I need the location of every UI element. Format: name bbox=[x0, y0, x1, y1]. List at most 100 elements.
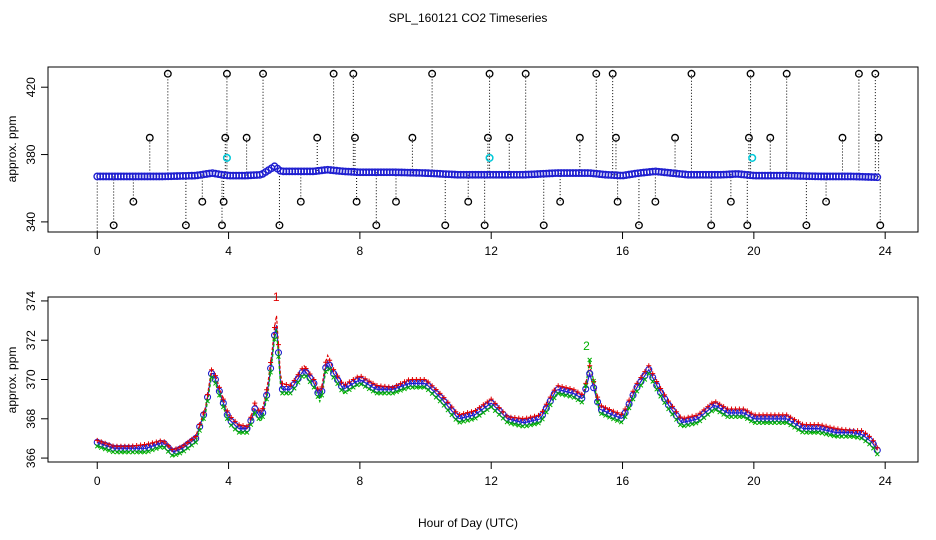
series-marker-x bbox=[354, 382, 360, 388]
series-marker-x bbox=[134, 449, 139, 455]
excursion-point bbox=[163, 69, 172, 78]
series-marker-plus bbox=[370, 380, 376, 386]
excursion-point bbox=[480, 221, 489, 230]
series-marker-x bbox=[110, 449, 116, 455]
series-marker-x bbox=[291, 385, 297, 391]
series-marker-plus bbox=[650, 371, 656, 377]
series-marker-plus bbox=[476, 405, 482, 411]
series-marker-plus bbox=[587, 363, 593, 369]
series-marker-x bbox=[465, 418, 470, 423]
bottom-x-tick-label: 24 bbox=[878, 474, 892, 488]
series-marker-x bbox=[780, 420, 786, 426]
series-marker-x bbox=[480, 410, 486, 416]
series-marker-x bbox=[165, 449, 171, 454]
series-marker-x bbox=[662, 400, 667, 406]
excursion-point bbox=[441, 221, 450, 230]
series-marker-plus bbox=[685, 414, 691, 420]
series-marker-x bbox=[859, 435, 864, 441]
series-marker-plus bbox=[354, 374, 360, 380]
series-marker-plus bbox=[268, 359, 274, 365]
series-marker-plus bbox=[504, 413, 510, 419]
series-marker-x bbox=[386, 390, 392, 396]
series-marker-x bbox=[492, 408, 498, 414]
bottom-x-tick-label: 16 bbox=[616, 474, 630, 488]
excursion-point bbox=[329, 69, 338, 78]
series-marker-x bbox=[563, 393, 569, 398]
series-marker-x bbox=[729, 414, 734, 420]
series-marker-x bbox=[599, 411, 604, 417]
top-x-tick-label: 12 bbox=[485, 244, 499, 258]
series-marker-x bbox=[725, 414, 730, 420]
series-marker-x bbox=[567, 394, 573, 399]
series-marker-plus bbox=[701, 407, 707, 413]
series-marker-plus bbox=[181, 442, 187, 448]
series-marker-x bbox=[867, 441, 872, 447]
series-marker-plus bbox=[638, 375, 644, 381]
series-marker-x bbox=[650, 379, 656, 384]
series-marker-x bbox=[713, 407, 719, 413]
top-y-tick-label: 340 bbox=[24, 212, 38, 232]
series-marker-plus bbox=[252, 400, 258, 406]
series-marker-x bbox=[256, 416, 262, 422]
series-marker-plus bbox=[272, 324, 278, 330]
excursion-point bbox=[219, 197, 228, 206]
top-x-tick-label: 24 bbox=[878, 244, 892, 258]
excursion-point bbox=[687, 69, 696, 78]
series-marker-x bbox=[260, 414, 266, 420]
top-ylabel: approx. ppm bbox=[5, 116, 19, 183]
excursion-point bbox=[485, 69, 494, 78]
series-marker-x bbox=[370, 388, 376, 394]
series-marker-x bbox=[488, 404, 494, 410]
top-x-tick-label: 8 bbox=[357, 244, 364, 258]
excursion-point bbox=[871, 69, 880, 78]
series-marker-x bbox=[855, 435, 860, 440]
series-marker-plus bbox=[291, 377, 297, 383]
bottom-x-tick-label: 20 bbox=[747, 474, 761, 488]
series-marker-plus bbox=[870, 438, 876, 444]
series-marker-o bbox=[586, 370, 594, 378]
series-marker-plus bbox=[205, 392, 211, 398]
series-marker-x bbox=[705, 412, 711, 417]
series-marker-o bbox=[251, 405, 259, 413]
series-marker-x bbox=[150, 447, 155, 453]
series-marker-x bbox=[295, 380, 301, 385]
series-marker-x bbox=[512, 422, 518, 427]
series-marker-plus bbox=[709, 400, 715, 406]
series-marker-plus bbox=[145, 441, 151, 447]
series-marker-x bbox=[142, 449, 147, 455]
series-marker-plus bbox=[784, 412, 790, 418]
series-marker-x bbox=[666, 406, 671, 412]
excursion-point bbox=[296, 197, 305, 206]
bottom-y-tick-label: 372 bbox=[24, 330, 38, 350]
series-marker-plus bbox=[350, 377, 356, 382]
excursion-point bbox=[726, 197, 735, 206]
series-marker-x bbox=[197, 428, 203, 433]
series-marker-x bbox=[287, 390, 293, 396]
series-marker-plus bbox=[606, 406, 612, 412]
series-marker-plus bbox=[815, 422, 821, 428]
series-marker-plus bbox=[398, 381, 404, 387]
series-marker-plus bbox=[236, 422, 242, 428]
series-marker-x bbox=[634, 388, 640, 394]
series-marker-x bbox=[453, 417, 459, 422]
series-marker-x bbox=[358, 381, 364, 387]
excursion-point bbox=[876, 221, 885, 230]
series-marker-plus bbox=[193, 433, 199, 439]
series-marker-x bbox=[874, 451, 880, 457]
series-marker-x bbox=[343, 389, 348, 395]
series-marker-plus bbox=[402, 379, 408, 385]
series-marker-plus bbox=[279, 381, 285, 387]
series-marker-x bbox=[390, 390, 396, 396]
series-marker-x bbox=[674, 417, 679, 422]
series-marker-x bbox=[709, 408, 715, 414]
highlighted-point bbox=[222, 153, 231, 162]
series-marker-plus bbox=[185, 439, 191, 445]
series-marker-plus bbox=[528, 414, 534, 420]
series-marker-plus bbox=[362, 376, 368, 382]
series-marker-x bbox=[461, 419, 466, 424]
series-marker-x bbox=[161, 445, 167, 450]
series-marker-x bbox=[299, 374, 305, 379]
series-marker-plus bbox=[457, 412, 463, 418]
series-marker-x bbox=[217, 392, 222, 398]
excursion-point bbox=[854, 69, 863, 78]
